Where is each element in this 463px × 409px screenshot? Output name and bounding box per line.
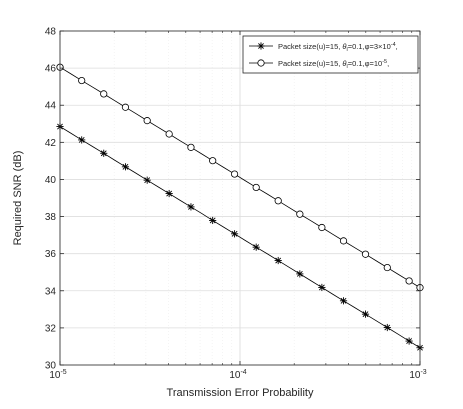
- y-tick-label: 44: [45, 101, 57, 112]
- legend-item-2: Packet size(u)=15, θl=0.1,φ=10-5,: [249, 59, 389, 70]
- data-point-series-1: [230, 230, 239, 238]
- data-point-series-1: [121, 163, 130, 171]
- y-axis-label: Required SNR (dB): [12, 151, 24, 246]
- data-point-series-1: [209, 216, 217, 225]
- data-point-series-1: [78, 136, 86, 144]
- data-point-series-1: [383, 323, 391, 332]
- data-point-series-1: [187, 203, 195, 211]
- series-line-2: [59, 66, 421, 288]
- data-point-series-1: [165, 189, 173, 198]
- legend-label: Packet size(u)=15, θl=0.1,φ=3×10-4,: [278, 42, 398, 53]
- legend-label: Packet size(u)=15, θl=0.1,φ=10-5,: [278, 59, 389, 70]
- data-point-series-2: [252, 183, 260, 192]
- data-point-series-2: [121, 103, 130, 111]
- data-point-series-1: [318, 283, 326, 292]
- y-tick-label: 40: [45, 175, 57, 186]
- y-tick-label: 42: [45, 138, 57, 149]
- legend-marker: [257, 42, 265, 50]
- data-point-series-1: [274, 256, 282, 265]
- data-point-series-2: [318, 223, 326, 232]
- y-tick-label: 32: [45, 323, 57, 334]
- y-tick-label: 30: [45, 361, 57, 372]
- data-point-series-2: [274, 197, 282, 205]
- data-point-series-2: [383, 263, 391, 272]
- legend-marker: [257, 59, 265, 67]
- y-tick-label: 46: [45, 64, 57, 75]
- legend: Packet size(u)=15, θl=0.1,φ=3×10-4, Packe…: [242, 35, 419, 74]
- series-line-1: [59, 126, 421, 349]
- legend-box: [242, 35, 419, 74]
- data-point-series-2: [296, 210, 304, 218]
- data-point-series-2: [78, 76, 86, 85]
- x-tick-label: 10-3: [409, 369, 426, 381]
- data-point-series-2: [100, 90, 108, 98]
- data-point-series-1: [252, 243, 260, 251]
- data-point-series-2: [187, 143, 195, 151]
- data-point-series-1: [143, 176, 151, 184]
- x-axis-label: Transmission Error Probability: [167, 387, 314, 399]
- data-point-series-1: [339, 297, 348, 305]
- data-point-series-2: [143, 117, 151, 125]
- x-tick-label: 10-5: [49, 369, 66, 381]
- y-tick-label: 36: [45, 249, 57, 260]
- data-point-series-1: [361, 310, 370, 318]
- data-point-series-2: [209, 157, 217, 165]
- data-point-series-1: [405, 337, 413, 345]
- data-point-series-1: [296, 270, 304, 278]
- series-layer: [56, 63, 424, 352]
- axes: 30 32 34 36 38 40 42 44 46 48 10-5 10-4 10-3: [45, 27, 427, 382]
- y-tick-label: 34: [45, 286, 57, 297]
- y-tick-label: 48: [45, 27, 57, 38]
- x-tick-label: 10-4: [229, 369, 246, 381]
- y-tick-label: 38: [45, 212, 57, 223]
- data-point-series-1: [100, 149, 108, 157]
- data-point-series-2: [405, 277, 413, 285]
- data-point-series-2: [165, 130, 173, 138]
- data-point-series-2: [230, 170, 239, 178]
- data-point-series-2: [339, 237, 348, 245]
- legend-item-1: Packet size(u)=15, θl=0.1,φ=3×10-4,: [249, 42, 398, 53]
- data-point-series-2: [361, 250, 370, 258]
